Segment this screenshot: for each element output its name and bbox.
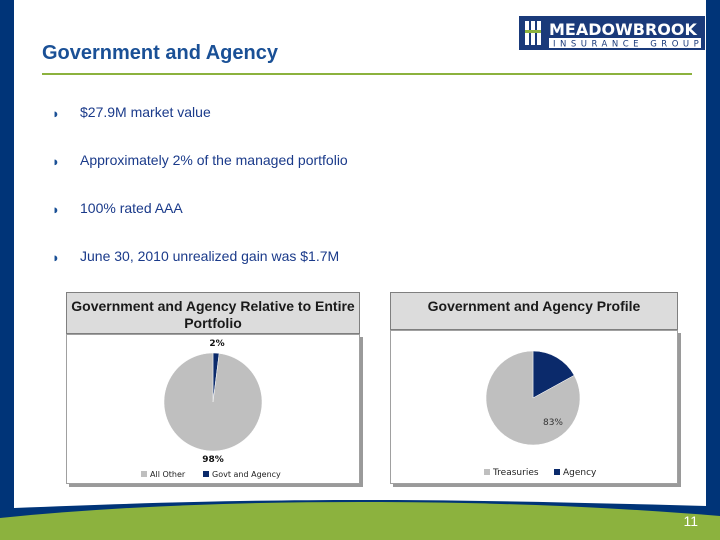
pie-label: 2% [209, 339, 224, 349]
bullet-item: ◗ Approximately 2% of the managed portfol… [52, 152, 348, 200]
bullet-text: $27.9M market value [80, 104, 211, 120]
logo-mark-icon [525, 21, 541, 45]
pie-label: 83% [543, 418, 563, 428]
title-divider [42, 73, 692, 75]
bullet-text: Approximately 2% of the managed portfoli… [80, 152, 348, 168]
bullet-item: ◗ June 30, 2010 unrealized gain was $1.7M [52, 248, 348, 296]
logo-brand: MEADOWBROOK [549, 20, 697, 39]
bullet-arrow-icon: ◗ [52, 250, 60, 265]
legend-swatch [554, 469, 560, 475]
slide-title: Government and Agency [42, 42, 278, 64]
legend-label: All Other [150, 470, 186, 479]
legend-label: Agency [563, 468, 597, 478]
pie-slice-all-other [163, 352, 263, 452]
logo-sub: INSURANCE GROUP [553, 40, 703, 50]
company-logo: MEADOWBROOK INSURANCE GROUP [519, 16, 705, 50]
pie-slice-treasuries [485, 350, 581, 446]
bullet-item: ◗ 100% rated AAA [52, 200, 348, 248]
legend-swatch [203, 471, 209, 477]
left-chart-box: 2% 98% All Other Govt and Agency [66, 334, 360, 484]
footer-swoosh [0, 500, 720, 540]
bullet-arrow-icon: ◗ [52, 154, 60, 169]
bullet-text: June 30, 2010 unrealized gain was $1.7M [80, 248, 340, 264]
bullet-arrow-icon: ◗ [52, 202, 60, 217]
bullet-list: ◗ $27.9M market value ◗ Approximately 2% o… [52, 104, 348, 296]
bullet-item: ◗ $27.9M market value [52, 104, 348, 152]
legend-label: Govt and Agency [212, 470, 281, 479]
page-number: 11 [683, 513, 698, 529]
bullet-text: 100% rated AAA [80, 200, 183, 216]
legend-swatch [484, 469, 490, 475]
legend-label: Treasuries [492, 468, 539, 478]
pie-slice-agency [532, 350, 575, 399]
left-pie-chart: 2% 98% All Other Govt and Agency [141, 339, 281, 479]
legend-swatch [141, 471, 147, 477]
right-panel-header: Government and Agency Profile [390, 292, 678, 330]
pie-label: 98% [202, 455, 224, 465]
bullet-arrow-icon: ◗ [52, 106, 60, 121]
left-panel-header: Government and Agency Relative to Entire… [66, 292, 360, 334]
